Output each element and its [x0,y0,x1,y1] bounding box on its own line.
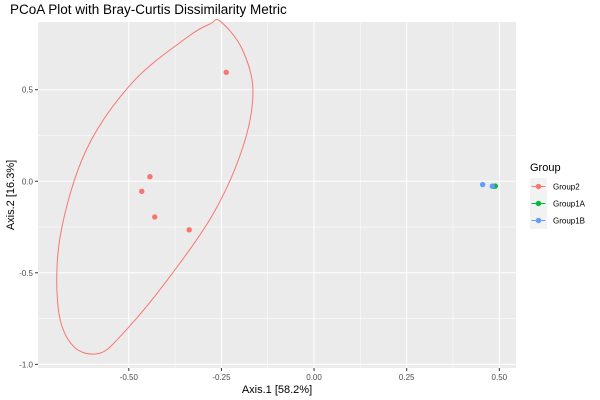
data-point [186,227,192,233]
plot-panel [38,22,516,368]
x-tick-label: 0.25 [399,373,415,382]
legend-items: Group2 Group1A Group1B [530,178,586,229]
x-axis-ticks: -0.50 -0.25 0.00 0.25 0.50 [120,368,508,382]
data-point [479,181,486,188]
confidence-ellipse [56,18,254,355]
legend-item: Group1B [530,212,585,229]
data-points [139,69,498,233]
chart-title: PCoA Plot with Bray-Curtis Dissimilarity… [10,2,287,17]
x-axis-title: Axis.1 [58.2%] [242,384,312,396]
legend-key-point [535,183,542,190]
legend-key-point [535,200,542,207]
data-point [147,173,153,180]
legend-item: Group1A [530,195,586,212]
data-point [152,214,158,220]
data-point [139,188,145,195]
legend-label: Group1A [553,200,586,209]
y-tick-label: -0.5 [19,269,33,278]
data-point [223,69,229,76]
legend-label: Group1B [553,217,585,226]
y-tick-label: 0.5 [22,86,34,95]
legend-label: Group2 [553,183,580,192]
x-tick-label: 0.50 [492,373,508,382]
y-axis-title: Axis.2 [16.3%] [5,160,17,230]
x-tick-label: -0.25 [212,373,231,382]
gridlines [38,22,516,368]
legend-title: Group [530,162,561,174]
y-tick-label: -1.0 [19,360,33,369]
data-point [489,183,495,189]
x-tick-label: 0.00 [306,373,322,382]
legend: Group Group2 Group1A Group1B [530,162,586,229]
x-tick-label: -0.50 [120,373,139,382]
legend-key-point [535,217,542,224]
y-tick-label: 0.0 [22,177,34,186]
y-axis-ticks: -1.0 -0.5 0.0 0.5 [19,86,38,369]
legend-item: Group2 [530,178,580,195]
ellipse-layer [56,18,254,355]
